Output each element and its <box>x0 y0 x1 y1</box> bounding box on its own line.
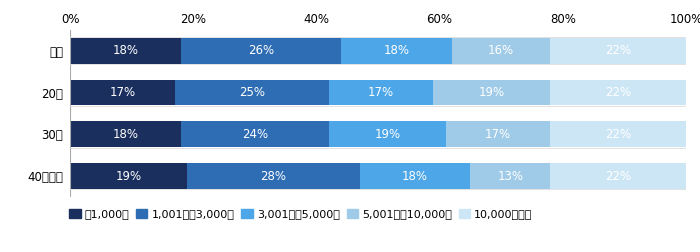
Text: 17%: 17% <box>109 86 135 99</box>
Text: 22%: 22% <box>606 44 631 57</box>
Bar <box>550 163 686 189</box>
Bar <box>470 163 550 189</box>
Legend: ～1,000円, 1,001円～3,000円, 3,001円～5,000円, 5,001円～10,000円, 10,000円以上: ～1,000円, 1,001円～3,000円, 3,001円～5,000円, 5… <box>69 209 533 219</box>
Bar <box>181 121 329 147</box>
Text: 22%: 22% <box>606 128 631 141</box>
Text: 18%: 18% <box>113 128 139 141</box>
Bar <box>187 163 360 189</box>
Text: 16%: 16% <box>488 44 514 57</box>
Text: 13%: 13% <box>498 170 524 182</box>
Bar <box>70 121 181 147</box>
Text: 17%: 17% <box>368 86 394 99</box>
Bar <box>70 80 175 106</box>
Text: 19%: 19% <box>116 170 141 182</box>
Bar <box>550 121 686 147</box>
Text: 22%: 22% <box>606 86 631 99</box>
Text: 18%: 18% <box>384 44 409 57</box>
Bar <box>181 38 341 64</box>
Bar <box>433 80 550 106</box>
Bar <box>329 80 433 106</box>
Text: 22%: 22% <box>606 170 631 182</box>
Bar <box>70 163 187 189</box>
Bar <box>446 121 550 147</box>
Text: 24%: 24% <box>241 128 268 141</box>
Bar <box>175 80 329 106</box>
Bar <box>452 38 550 64</box>
Text: 26%: 26% <box>248 44 274 57</box>
Bar <box>360 163 470 189</box>
Text: 28%: 28% <box>260 170 286 182</box>
Bar <box>341 38 452 64</box>
Text: 18%: 18% <box>402 170 428 182</box>
Bar <box>70 38 181 64</box>
Text: 18%: 18% <box>113 44 139 57</box>
Text: 19%: 19% <box>479 86 505 99</box>
Text: 17%: 17% <box>485 128 511 141</box>
Text: 25%: 25% <box>239 86 265 99</box>
Bar <box>550 38 686 64</box>
Bar <box>550 80 686 106</box>
Bar <box>329 121 446 147</box>
Text: 19%: 19% <box>374 128 400 141</box>
